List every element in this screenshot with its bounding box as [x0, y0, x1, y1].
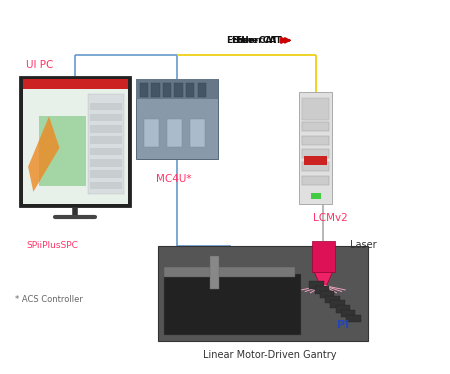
Bar	[310, 193, 320, 199]
Bar	[158, 246, 368, 341]
Text: UI PC: UI PC	[26, 60, 54, 70]
Polygon shape	[28, 116, 59, 192]
Bar	[302, 136, 329, 145]
Bar	[163, 83, 171, 97]
Text: EtherCAT: EtherCAT	[231, 36, 278, 45]
Bar	[302, 162, 329, 171]
Bar	[39, 116, 86, 186]
Text: Linear Motor-Driven Gantry: Linear Motor-Driven Gantry	[203, 350, 337, 360]
Bar	[341, 310, 356, 318]
Bar	[88, 94, 124, 194]
Bar	[346, 315, 361, 322]
Bar	[164, 267, 295, 277]
Bar	[90, 114, 122, 122]
Text: Ether: Ether	[226, 36, 254, 45]
Bar	[186, 83, 194, 97]
Bar	[23, 79, 127, 205]
Bar	[140, 83, 148, 97]
Bar	[312, 241, 334, 272]
Bar	[302, 122, 329, 131]
Bar	[190, 119, 205, 147]
Bar	[135, 79, 218, 99]
Bar	[151, 83, 160, 97]
Bar	[309, 281, 324, 289]
Bar	[90, 159, 122, 167]
Bar	[90, 148, 122, 155]
Bar	[211, 256, 219, 289]
Text: EtherCAT: EtherCAT	[235, 36, 282, 45]
Bar	[90, 171, 122, 178]
Polygon shape	[315, 272, 333, 285]
Bar	[90, 182, 122, 189]
Bar	[144, 119, 159, 147]
Bar	[135, 79, 218, 159]
Bar	[23, 79, 127, 89]
Bar	[90, 102, 122, 110]
Bar	[198, 83, 206, 97]
Bar	[325, 295, 340, 303]
Bar	[302, 149, 329, 158]
Text: PI: PI	[337, 320, 349, 330]
Text: Laser: Laser	[350, 239, 377, 249]
Bar	[90, 125, 122, 133]
Bar	[336, 305, 350, 313]
Text: LCMv2: LCMv2	[313, 213, 347, 223]
Bar	[302, 176, 329, 185]
Bar	[175, 83, 183, 97]
Text: MC4U*: MC4U*	[156, 174, 191, 184]
Bar	[57, 215, 93, 218]
Bar	[164, 274, 301, 335]
Bar	[304, 156, 327, 165]
Bar	[302, 98, 329, 120]
Text: SPiiPlusSPC: SPiiPlusSPC	[26, 241, 78, 250]
Bar	[315, 286, 329, 294]
Text: * ACS Controller: * ACS Controller	[15, 295, 83, 304]
Bar	[19, 76, 131, 208]
Bar	[167, 119, 182, 147]
Bar	[299, 92, 333, 204]
Bar	[90, 137, 122, 144]
Bar	[320, 291, 334, 298]
Bar	[330, 300, 345, 308]
